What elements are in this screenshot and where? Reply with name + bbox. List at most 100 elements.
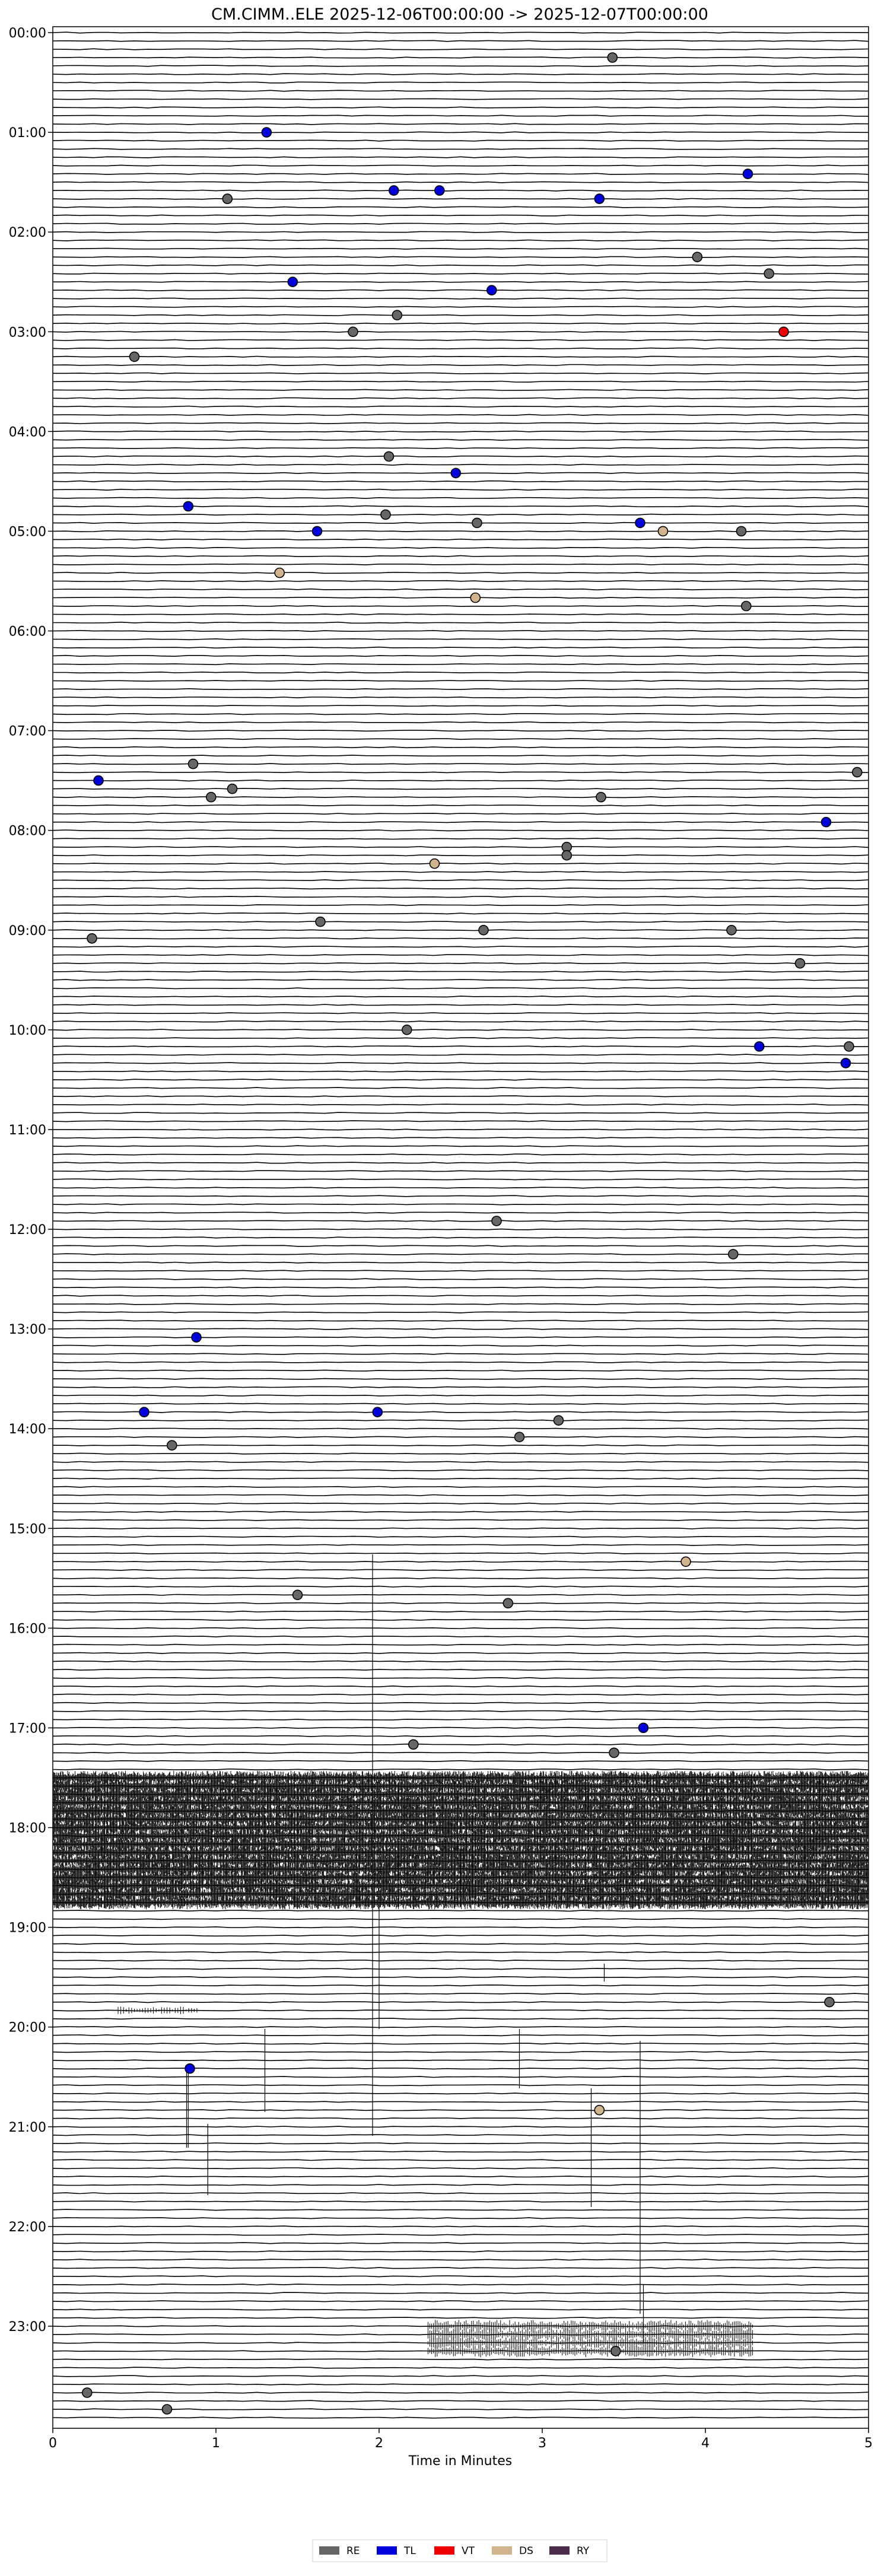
trace-line — [52, 729, 869, 732]
trace-line — [53, 621, 869, 624]
event-marker-re — [741, 600, 752, 612]
x-tick-label: 4 — [701, 2436, 710, 2451]
event-marker-tl — [840, 1058, 851, 1068]
trace-line — [52, 2383, 869, 2386]
trace-line — [52, 1328, 869, 1330]
trace-line — [52, 571, 869, 574]
y-tick-label: 22:00 — [9, 2220, 46, 2235]
event-marker-tl — [635, 517, 645, 529]
trace-line — [52, 2117, 869, 2120]
trace-line — [52, 1112, 869, 1114]
trace-line — [52, 2084, 869, 2087]
trace-line — [52, 746, 869, 749]
trace-line — [52, 1361, 869, 1363]
trace-line — [52, 289, 869, 291]
trace-line — [52, 1710, 869, 1713]
y-tick-label: 23:00 — [9, 2320, 46, 2335]
event-marker-re — [561, 850, 573, 861]
trace-line — [52, 1004, 869, 1006]
trace-line — [52, 1627, 869, 1629]
trace-line — [53, 1070, 869, 1073]
trace-line — [52, 1427, 869, 1430]
trace-line — [52, 713, 869, 715]
trace-line — [52, 1278, 869, 1280]
trace-line — [52, 81, 869, 84]
trace-line — [52, 2292, 869, 2294]
event-marker-tl — [742, 168, 753, 179]
event-marker-ds — [594, 2104, 605, 2116]
trace-line — [52, 1087, 869, 1089]
trace-line — [52, 2400, 869, 2402]
trace-line — [52, 1743, 869, 1746]
trace-line — [52, 1187, 869, 1189]
trace-line — [52, 405, 869, 408]
trace-line — [52, 1394, 869, 1397]
trace-burst — [428, 2320, 753, 2333]
legend: RE TL VT DS RY — [312, 2539, 608, 2562]
trace-line — [52, 2391, 869, 2394]
x-axis-label: Time in Minutes — [408, 2454, 513, 2469]
trace-line — [52, 1029, 869, 1031]
trace-line — [52, 2192, 869, 2195]
trace-line — [52, 1461, 869, 1463]
y-tick-label: 04:00 — [9, 425, 46, 440]
trace-line — [52, 530, 869, 533]
trace-line — [52, 879, 869, 882]
trace-line — [52, 1378, 869, 1380]
trace-line — [52, 646, 869, 649]
trace-line — [53, 372, 869, 374]
trace-line — [52, 929, 869, 931]
trace-line — [52, 1735, 869, 1738]
trace-line — [52, 1942, 869, 1945]
trace-line — [52, 1960, 869, 1962]
trace-line — [52, 2092, 869, 2095]
event-marker-tl — [372, 1407, 383, 1417]
trace-line — [52, 2416, 869, 2419]
trace-line — [52, 1245, 869, 1247]
trace-line — [52, 1535, 869, 1538]
trace-line — [52, 1760, 869, 1763]
trace-line — [53, 538, 869, 540]
event-marker-tl — [594, 193, 605, 204]
trace-line — [52, 1726, 869, 1729]
y-tick-label: 14:00 — [9, 1422, 46, 1437]
legend-swatch-tl — [377, 2546, 397, 2555]
trace-line — [53, 1128, 869, 1131]
trace-line — [52, 996, 869, 998]
event-marker-re — [82, 2387, 93, 2398]
trace-line — [52, 1220, 869, 1222]
trace-line — [52, 1145, 869, 1147]
trace-line — [52, 1037, 869, 1039]
trace-line — [52, 164, 869, 167]
trace-burst — [428, 2328, 753, 2341]
x-tick-label: 0 — [49, 2436, 57, 2451]
event-marker-tl — [185, 2063, 195, 2074]
event-marker-tl — [183, 501, 194, 512]
trace-line — [52, 98, 869, 100]
trace-line — [52, 1510, 869, 1513]
event-marker-tl — [311, 526, 323, 537]
trace-line — [52, 1336, 869, 1338]
trace-line — [52, 1452, 869, 1455]
y-tick-label: 17:00 — [9, 1721, 46, 1736]
trace-line — [52, 1311, 869, 1314]
trace-line — [52, 1917, 869, 1920]
event-marker-re — [408, 1739, 419, 1750]
trace-line — [53, 821, 869, 823]
event-marker-re — [726, 925, 737, 936]
trace-line — [52, 1527, 869, 1529]
y-tick-label: 16:00 — [9, 1621, 46, 1636]
trace-line — [52, 871, 869, 873]
event-marker-ds — [274, 567, 285, 578]
trace-line — [52, 2018, 869, 2020]
y-tick-label: 06:00 — [9, 625, 46, 640]
trace-line — [52, 1062, 869, 1064]
event-marker-re — [794, 958, 806, 969]
seismic-traces — [52, 31, 869, 2419]
legend-label-vt: VT — [462, 2545, 475, 2557]
event-marker-re — [348, 326, 358, 338]
trace-line — [52, 888, 869, 890]
trace-line — [52, 272, 869, 275]
trace-line — [52, 1469, 869, 1471]
trace-line — [52, 2250, 869, 2253]
